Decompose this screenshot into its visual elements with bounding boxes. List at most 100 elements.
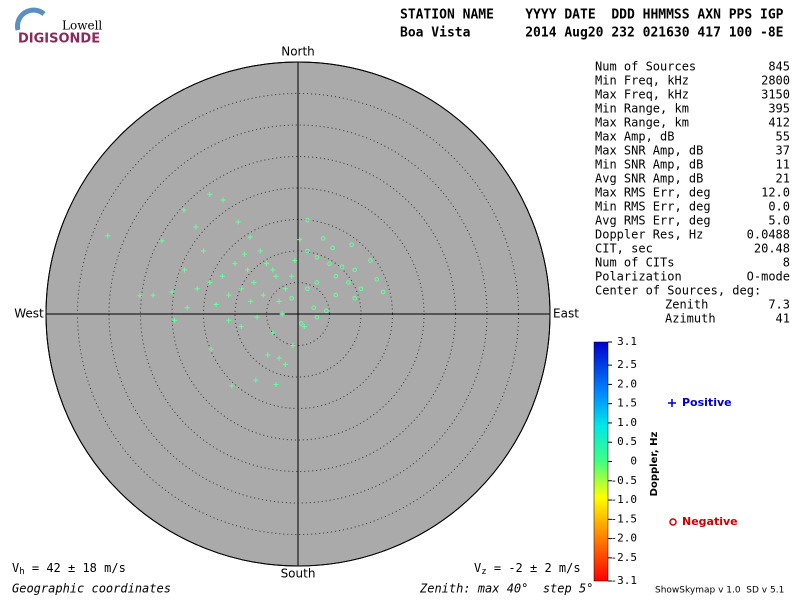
stat-value: 2800 (761, 74, 790, 88)
source-positive (182, 267, 188, 273)
source-negative (305, 248, 310, 254)
source-positive (159, 238, 165, 244)
source-positive (213, 302, 219, 308)
source-negative (339, 264, 345, 270)
source-positive (226, 292, 232, 298)
stat-value: 37 (776, 144, 790, 158)
stat-value: 0.0488 (747, 228, 790, 242)
source-negative (314, 254, 320, 260)
source-positive (276, 298, 282, 304)
stat-label: CIT, sec (595, 242, 653, 256)
stat-label: Max RMS Err, deg (595, 186, 711, 200)
subscript: h (19, 567, 24, 577)
source-positive (232, 261, 238, 267)
stat-label: Azimuth (665, 312, 716, 326)
source-positive (245, 267, 251, 273)
source-negative (314, 314, 320, 320)
stat-label: Max Amp, dB (595, 130, 674, 144)
colorbar-tick-label: -3.1 (611, 574, 638, 587)
source-positive (273, 273, 279, 279)
colorbar-tick-label: -0.5 (611, 474, 638, 487)
stat-value: 11 (776, 158, 790, 172)
source-positive (238, 324, 244, 330)
sky-plot (45, 61, 551, 567)
source-positive (238, 286, 244, 292)
colorbar-label: Doppler, Hz (649, 432, 660, 497)
source-positive (105, 233, 111, 239)
source-positive (207, 191, 213, 197)
source-positive (264, 261, 269, 267)
source-positive (292, 257, 298, 263)
stat-value: 7.3 (768, 298, 790, 312)
source-positive (235, 219, 241, 225)
colorbar-tick-label: 1.5 (617, 397, 637, 410)
stat-value: 20.48 (754, 242, 790, 256)
vh-label: Vh = 42 ± 18 m/s (12, 561, 126, 577)
stat-label: Max SNR Amp, dB (595, 144, 703, 158)
source-negative (298, 321, 304, 326)
source-positive (229, 383, 235, 389)
stat-label: Min RMS Err, deg (595, 200, 711, 214)
source-positive (226, 317, 232, 323)
source-positive (220, 197, 226, 203)
version: ShowSkymap v 1.0 SD v 5.1 (655, 586, 784, 596)
colorbar-tick-label: 2.0 (617, 377, 637, 390)
logo-text: Lowell (62, 19, 102, 33)
colorbar-tick-label: 3.1 (617, 335, 637, 348)
stat-label: Polarization (595, 270, 682, 284)
source-positive (276, 355, 282, 361)
source-positive (290, 343, 296, 348)
direction-label: North (281, 45, 315, 59)
source-negative (320, 236, 326, 241)
logo-text: DIGISONDE (18, 32, 100, 47)
stat-label: Doppler Res, Hz (595, 228, 703, 242)
source-positive (181, 207, 187, 213)
source-positive (172, 317, 178, 323)
source-positive (289, 273, 295, 279)
source-positive (254, 314, 260, 320)
source-negative (352, 295, 358, 301)
stat-label: Min Range, km (595, 102, 689, 116)
source-positive (169, 289, 175, 295)
stat-value: 8 (783, 256, 790, 270)
source-positive (279, 311, 285, 317)
stat-value: O-mode (747, 270, 790, 284)
source-positive (137, 293, 143, 299)
logo-arc (15, 7, 46, 31)
symbol: V (474, 561, 481, 575)
stat-label: Zenith (665, 298, 708, 312)
source-negative (380, 289, 386, 295)
source-negative (358, 286, 364, 292)
source-negative (346, 280, 351, 285)
source-positive (282, 286, 288, 292)
colorbar-tick-label: 0 (630, 455, 637, 468)
stat-label: Avg RMS Err, deg (595, 214, 711, 228)
header-row: Boa Vista 2014 Aug20 232 021630 417 100 … (400, 26, 784, 41)
stat-value: 845 (768, 60, 790, 74)
legend-symbol (668, 399, 676, 407)
source-positive (150, 292, 156, 298)
source-negative (333, 292, 339, 298)
source-positive (297, 237, 303, 243)
stat-value: 3150 (761, 88, 790, 102)
stat-label: Min SNR Amp, dB (595, 158, 703, 172)
source-negative (324, 308, 329, 314)
source-negative (305, 286, 310, 292)
header-row: STATION NAME YYYY DATE DDD HHMMSS AXN PP… (400, 8, 784, 23)
source-positive (273, 382, 279, 388)
stat-value: 55 (776, 130, 790, 144)
legend-entry: Negative (682, 515, 738, 528)
source-negative (352, 267, 358, 273)
colorbar-tick-label: -1.0 (611, 493, 638, 506)
source-negative (330, 245, 335, 251)
stat-label: Num of Sources (595, 60, 696, 74)
source-negative (374, 277, 380, 282)
source-positive (301, 324, 307, 330)
value-text: = -2 ± 2 m/s (487, 561, 581, 575)
stat-label: Avg SNR Amp, dB (595, 172, 703, 186)
source-negative (289, 295, 295, 301)
source-positive (248, 298, 254, 304)
stat-value: 0.0 (768, 200, 790, 214)
legend-entry: Positive (682, 396, 732, 409)
value-text: = 42 ± 18 m/s (25, 561, 126, 575)
